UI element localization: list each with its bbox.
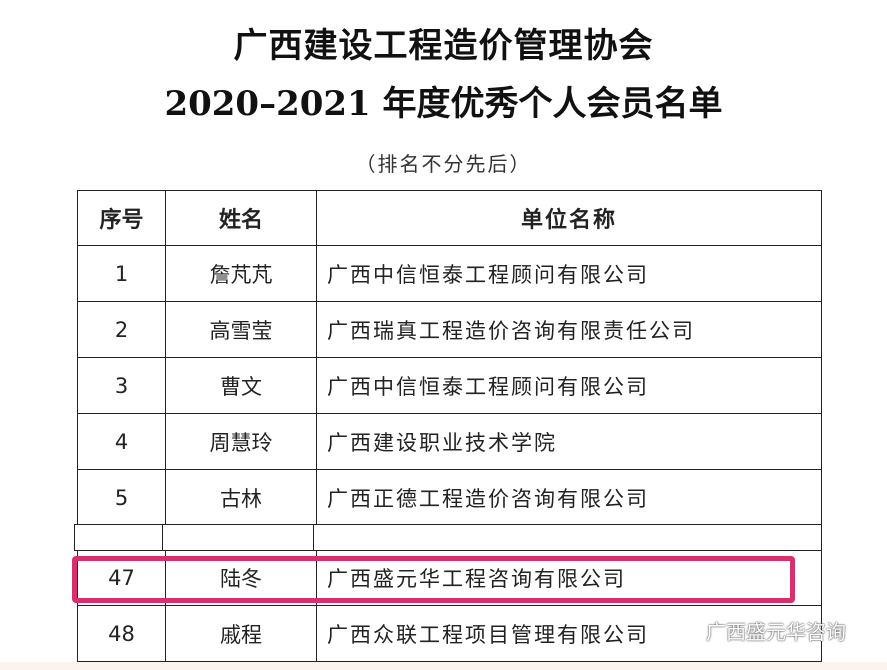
table-row: 3 曹文 广西中信恒泰工程顾问有限公司 — [77, 358, 822, 414]
strip-cell — [75, 525, 163, 550]
row-no: 3 — [78, 358, 166, 413]
row-no: 1 — [78, 246, 166, 301]
row-name: 古林 — [166, 470, 317, 525]
strip-cell — [163, 525, 314, 550]
ranking-note: （排名不分先后） — [355, 152, 532, 176]
row-name: 曹文 — [166, 358, 317, 413]
row-name: 戚程 — [166, 606, 317, 661]
row-unit: 广西瑞真工程造价咨询有限责任公司 — [327, 318, 695, 343]
document-title: 广西建设工程造价管理协会 — [233, 26, 654, 66]
header-name: 姓名 — [166, 191, 317, 245]
row-name: 周慧玲 — [166, 414, 317, 469]
bottom-margin — [0, 662, 887, 670]
table-row: 48 戚程 广西众联工程项目管理有限公司 — [77, 606, 822, 662]
strip-cell — [314, 525, 821, 550]
watermark-text: 广西盛元华咨询 — [706, 620, 846, 644]
row-unit: 广西中信恒泰工程顾问有限公司 — [327, 262, 649, 287]
row-unit: 广西正德工程造价咨询有限公司 — [327, 486, 649, 511]
document-subtitle-title: 2020–2021 年度优秀个人会员名单 — [164, 84, 723, 124]
row-name: 詹芃芃 — [166, 246, 317, 301]
wechat-icon — [672, 615, 700, 646]
row-unit: 广西中信恒泰工程顾问有限公司 — [327, 374, 649, 399]
header-no: 序号 — [78, 191, 166, 245]
cropped-row-strip — [74, 524, 822, 551]
row-no: 5 — [78, 470, 166, 525]
row-no: 48 — [78, 606, 166, 661]
header-unit: 单位名称 — [520, 208, 617, 233]
row-name: 陆冬 — [166, 551, 317, 605]
watermark: 广西盛元华咨询 — [672, 615, 846, 646]
table-header: 序号 姓名 单位名称 — [77, 190, 822, 246]
table-row: 5 古林 广西正德工程造价咨询有限公司 — [77, 470, 822, 526]
table-row: 1 詹芃芃 广西中信恒泰工程顾问有限公司 — [77, 246, 822, 302]
table-row: 2 高雪莹 广西瑞真工程造价咨询有限责任公司 — [77, 302, 822, 358]
row-no: 47 — [78, 551, 166, 605]
row-unit: 广西盛元华工程咨询有限公司 — [327, 567, 626, 591]
row-unit: 广西众联工程项目管理有限公司 — [327, 622, 649, 647]
row-unit: 广西建设职业技术学院 — [327, 430, 557, 455]
row-name: 高雪莹 — [166, 302, 317, 357]
highlight-box — [72, 556, 795, 603]
table-row: 4 周慧玲 广西建设职业技术学院 — [77, 414, 822, 470]
row-no: 4 — [78, 414, 166, 469]
row-no: 2 — [78, 302, 166, 357]
